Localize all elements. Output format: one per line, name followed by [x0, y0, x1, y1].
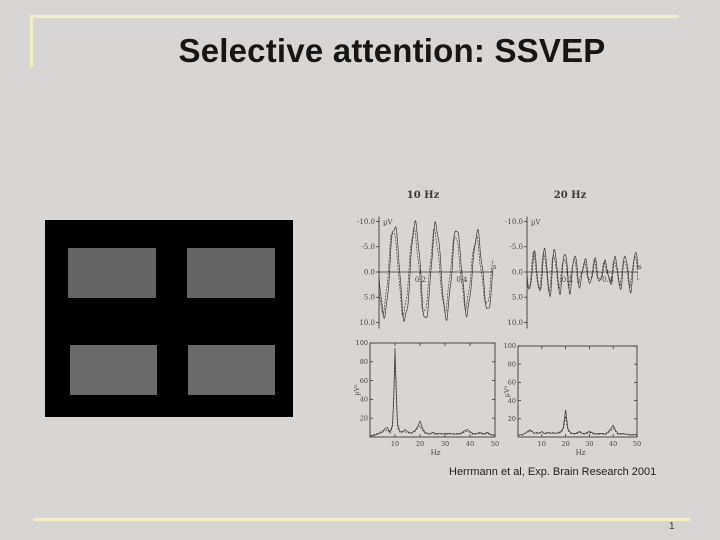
- plot-title-20hz: 20 Hz: [553, 190, 587, 201]
- svg-text:30: 30: [585, 440, 593, 448]
- svg-text:40: 40: [609, 440, 617, 448]
- svg-text:0.2: 0.2: [562, 276, 573, 284]
- svg-text:0.0: 0.0: [512, 268, 523, 276]
- svg-text:Hz: Hz: [576, 449, 586, 457]
- svg-text:Hz: Hz: [431, 449, 441, 457]
- svg-text:40: 40: [466, 440, 474, 448]
- svg-text:0.4: 0.4: [456, 276, 468, 284]
- svg-text:s: s: [493, 263, 497, 271]
- citation: Herrmann et al, Exp. Brain Research 2001: [449, 466, 657, 478]
- svg-text:100: 100: [356, 339, 368, 347]
- svg-text:80: 80: [360, 358, 368, 366]
- svg-text:20: 20: [508, 415, 516, 423]
- svg-text:-10.0: -10.0: [505, 218, 523, 226]
- svg-text:-5.0: -5.0: [510, 243, 524, 251]
- svg-text:100: 100: [504, 342, 516, 350]
- accent-line-bottom: [33, 518, 690, 521]
- svg-text:10: 10: [538, 440, 546, 448]
- plot-title-10hz: 10 Hz: [406, 190, 440, 201]
- svg-text:60: 60: [508, 379, 516, 387]
- svg-text:s: s: [638, 263, 642, 271]
- power-spectrum-10hz: 10 20 30 40 50 20 40 60 80 100 Hz µV²: [353, 339, 499, 457]
- svg-text:40: 40: [360, 396, 368, 404]
- accent-line-left: [30, 15, 33, 67]
- power-spectrum-20hz: 10 20 30 40 50 20 40 60 80 100 Hz µV²: [503, 342, 641, 457]
- slide-title: Selective attention: SSVEP: [178, 32, 606, 69]
- svg-text:µV: µV: [383, 219, 394, 227]
- svg-text:30: 30: [441, 440, 449, 448]
- svg-text:20: 20: [360, 414, 368, 422]
- svg-text:20: 20: [416, 440, 424, 448]
- svg-text:-5.0: -5.0: [362, 243, 376, 251]
- svg-text:µV²: µV²: [353, 384, 361, 396]
- svg-text:µV²: µV²: [503, 385, 511, 397]
- svg-text:60: 60: [360, 377, 368, 385]
- stimulus-patch: [187, 248, 275, 298]
- eeg-timeseries-20hz: -10.0 -5.0 0.0 5.0 10.0 0.2 0.4 µV s: [505, 216, 642, 329]
- svg-text:-10.0: -10.0: [357, 218, 375, 226]
- svg-text:80: 80: [508, 360, 516, 368]
- svg-text:0.4: 0.4: [602, 276, 614, 284]
- svg-text:40: 40: [508, 397, 516, 405]
- svg-text:20: 20: [561, 440, 569, 448]
- eeg-timeseries-10hz: -10.0 -5.0 0.0 5.0 10.0 0.2 0.4 µV s: [357, 216, 497, 329]
- stimulus-patch: [68, 248, 156, 298]
- svg-text:0.2: 0.2: [415, 276, 426, 284]
- svg-text:10.0: 10.0: [359, 319, 375, 327]
- svg-text:5.0: 5.0: [512, 294, 523, 302]
- ssvep-figure: 10 Hz 20 Hz -10.0 -5.0 0.0 5.0 10.0 0.2 0.4 µV s…: [340, 185, 670, 460]
- stimulus-patch: [188, 345, 275, 395]
- svg-text:µV: µV: [531, 219, 542, 227]
- accent-line-top: [31, 15, 679, 18]
- svg-text:10: 10: [391, 440, 399, 448]
- stimulus-patch: [70, 345, 157, 395]
- stimulus-image: [45, 220, 293, 417]
- svg-text:0.0: 0.0: [364, 268, 375, 276]
- svg-text:10.0: 10.0: [507, 319, 523, 327]
- svg-text:50: 50: [633, 440, 641, 448]
- svg-text:5.0: 5.0: [364, 294, 375, 302]
- svg-text:50: 50: [491, 440, 499, 448]
- page-number: 1: [669, 521, 675, 532]
